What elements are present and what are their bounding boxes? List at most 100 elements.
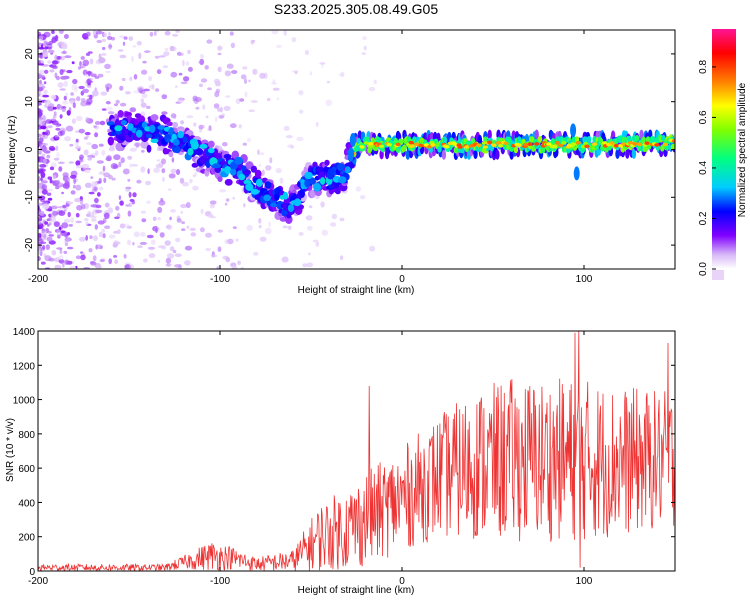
- heatmap-cell: [140, 166, 146, 173]
- heatmap-cell: [244, 91, 248, 98]
- heatmap-cell: [369, 245, 376, 252]
- heatmap-cell: [80, 56, 86, 60]
- heatmap-cell: [208, 213, 214, 218]
- heatmap-cell: [107, 128, 111, 133]
- heatmap-cell: [85, 101, 92, 106]
- heatmap-cell: [64, 240, 69, 244]
- heatmap-cell: [166, 121, 173, 127]
- heatmap-cell: [189, 178, 193, 184]
- heatmap-cell: [60, 41, 68, 49]
- heatmap-cell: [250, 165, 257, 173]
- heatmap-cell: [172, 249, 177, 254]
- heatmap-cell: [189, 227, 196, 231]
- heatmap-cell: [537, 135, 543, 143]
- heatmap-cell: [44, 69, 49, 74]
- heatmap-cell: [39, 137, 44, 143]
- heatmap-cell: [113, 154, 121, 161]
- heatmap-cell: [75, 160, 81, 166]
- heatmap-cell: [117, 229, 121, 234]
- heatmap-cell: [245, 183, 254, 192]
- heatmap-cell: [146, 200, 151, 204]
- heatmap-cell: [308, 205, 313, 209]
- heatmap-cell: [486, 143, 491, 151]
- heatmap-cell: [231, 265, 238, 269]
- heatmap-cell: [129, 163, 133, 168]
- heatmap-cell: [140, 140, 149, 149]
- heatmap-cell: [143, 88, 150, 92]
- heatmap-cell: [409, 144, 415, 148]
- heatmap-cell: [140, 210, 147, 214]
- heatmap-cell: [87, 157, 92, 161]
- heatmap-cell: [86, 142, 92, 145]
- heatmap-cell: [104, 63, 111, 69]
- heatmap-cell: [441, 149, 447, 160]
- heatmap-cell: [101, 53, 107, 56]
- y-tick-label: 600: [18, 464, 35, 475]
- heatmap-cell: [150, 138, 159, 143]
- heatmap-cell: [183, 76, 190, 82]
- heatmap-cell: [104, 225, 111, 229]
- heatmap-cell: [76, 205, 83, 211]
- heatmap-cell: [276, 44, 282, 49]
- colorbar-tick-label: 0.8: [698, 60, 709, 74]
- heatmap-cell: [217, 176, 223, 183]
- heatmap-cell: [87, 154, 94, 158]
- chart-title: S233.2025.305.08.49.G05: [274, 1, 438, 17]
- heatmap-cell: [235, 238, 239, 242]
- heatmap-cell: [85, 117, 90, 123]
- heatmap-cell: [119, 35, 125, 39]
- heatmap-cell: [210, 254, 218, 258]
- heatmap-cell: [48, 103, 55, 108]
- heatmap-cell: [114, 259, 118, 265]
- heatmap-cell: [44, 46, 48, 50]
- heatmap-cell: [101, 108, 107, 111]
- heatmap-cell: [153, 167, 160, 173]
- heatmap-cell: [64, 259, 70, 265]
- heatmap-cell: [83, 136, 88, 140]
- heatmap-cell: [146, 144, 152, 153]
- heatmap-cell: [215, 88, 221, 94]
- heatmap-cell: [89, 94, 93, 100]
- heatmap-cell: [250, 39, 255, 45]
- heatmap-cell: [68, 161, 75, 164]
- heatmap-cell: [160, 197, 164, 203]
- heatmap-cell: [123, 36, 128, 40]
- heatmap-cell: [107, 136, 115, 146]
- colorbar-tick-label: 0.2: [698, 211, 709, 225]
- heatmap-cell: [182, 181, 190, 187]
- heatmap-cell: [637, 145, 642, 152]
- heatmap-cell: [175, 237, 181, 243]
- heatmap-cell: [44, 104, 48, 108]
- heatmap-cell: [123, 253, 127, 259]
- heatmap-cell: [199, 83, 203, 88]
- heatmap-cell: [119, 200, 124, 206]
- heatmap-cell: [42, 115, 46, 122]
- heatmap-cell: [82, 88, 89, 94]
- y-tick-label: 1400: [13, 327, 36, 338]
- heatmap-cell: [38, 87, 44, 92]
- heatmap-cell: [128, 191, 132, 198]
- heatmap-cell: [133, 74, 138, 80]
- heatmap-cell: [80, 101, 88, 107]
- heatmap-cell: [87, 51, 93, 54]
- heatmap-cell: [306, 225, 313, 231]
- x-tick-label: 0: [399, 576, 405, 587]
- heatmap-cell: [40, 177, 43, 182]
- heatmap-cell: [213, 78, 220, 84]
- heatmap-cell: [217, 229, 223, 233]
- heatmap-cell: [625, 148, 630, 159]
- heatmap-cell: [386, 143, 392, 147]
- heatmap-cell: [56, 104, 63, 111]
- heatmap-cell: [141, 69, 148, 75]
- heatmap-cell: [482, 145, 488, 149]
- heatmap-cell: [634, 135, 640, 142]
- heatmap-cell: [38, 210, 45, 216]
- heatmap-cell: [87, 70, 91, 77]
- heatmap-cell: [43, 89, 48, 95]
- heatmap-cell: [133, 231, 140, 238]
- heatmap-cell: [62, 100, 69, 105]
- heatmap-cell: [309, 189, 316, 198]
- heatmap-cell: [70, 190, 76, 195]
- heatmap-cell: [172, 121, 179, 128]
- heatmap-cell: [158, 200, 166, 206]
